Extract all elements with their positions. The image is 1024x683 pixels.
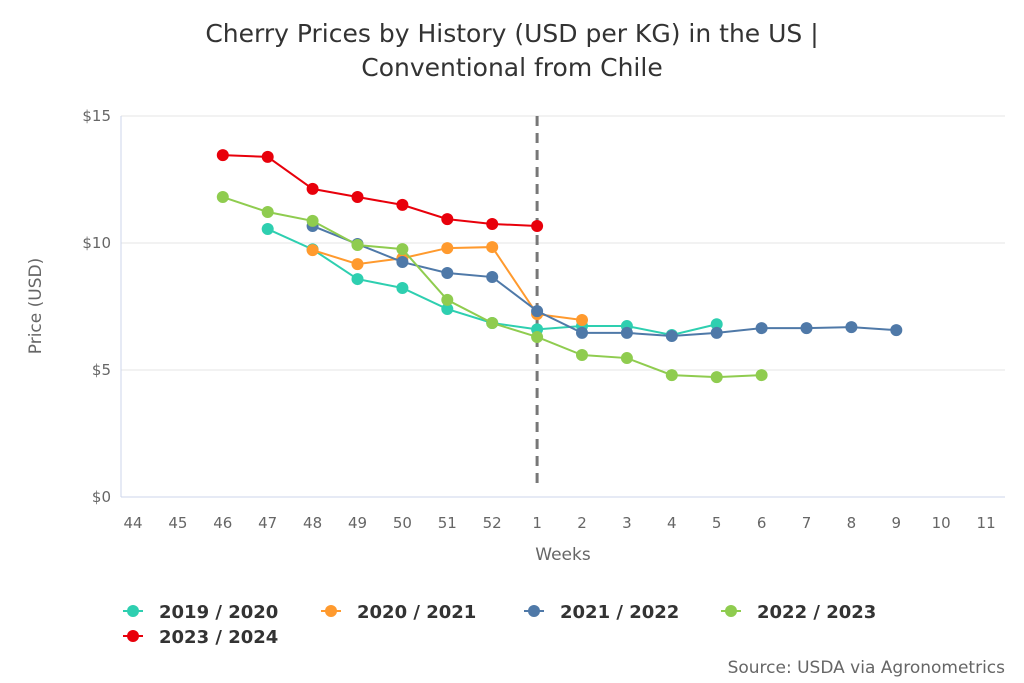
data-point (800, 322, 813, 335)
x-tick-label: 50 (393, 514, 412, 532)
legend-marker (325, 605, 337, 617)
series-20222023 (216, 191, 768, 384)
x-tick-label: 45 (168, 514, 187, 532)
x-tick-label: 3 (622, 514, 632, 532)
source-note: Source: USDA via Agronometrics (728, 658, 1006, 678)
data-point (441, 293, 454, 306)
legend-marker (127, 630, 139, 642)
x-tick-label: 10 (932, 514, 951, 532)
data-point (531, 330, 544, 343)
y-tick-label: $0 (92, 488, 111, 506)
x-tick-label: 8 (847, 514, 857, 532)
data-point (620, 326, 633, 339)
data-point (486, 241, 499, 254)
x-tick-label: 4 (667, 514, 677, 532)
legend-label: 2019 / 2020 (159, 602, 278, 623)
data-point (396, 281, 409, 294)
data-point (576, 326, 588, 339)
x-tick-label: 47 (258, 514, 277, 532)
legend-item: 2022 / 2023 (721, 602, 876, 623)
data-point (351, 258, 364, 271)
series-line (312, 225, 897, 337)
x-tick-label: 2 (577, 514, 587, 532)
data-point (531, 305, 544, 318)
data-point (306, 214, 319, 227)
legend-label: 2021 / 2022 (560, 602, 679, 623)
data-point (216, 191, 229, 204)
data-point (486, 271, 499, 284)
data-point (216, 149, 229, 162)
x-tick-label: 9 (892, 514, 902, 532)
y-tick-label: $15 (82, 107, 111, 125)
x-tick-label: 6 (757, 514, 767, 532)
data-point (306, 244, 319, 257)
data-point (261, 206, 274, 219)
x-tick-label: 5 (712, 514, 722, 532)
data-point (351, 273, 364, 286)
legend-label: 2023 / 2024 (159, 627, 278, 648)
data-point (396, 256, 409, 269)
data-point (486, 217, 499, 230)
data-point (665, 369, 678, 382)
data-point (396, 198, 409, 211)
data-point (261, 150, 274, 163)
data-point (261, 223, 274, 236)
data-point (441, 242, 454, 255)
legend-marker (528, 605, 540, 617)
data-point (306, 182, 319, 195)
data-point (710, 326, 723, 339)
data-point (441, 213, 454, 226)
legend-label: 2022 / 2023 (757, 602, 876, 623)
data-point (845, 321, 858, 334)
data-point (665, 329, 678, 342)
x-tick-label: 44 (123, 514, 142, 532)
series-line (222, 154, 538, 227)
x-tick-label: 46 (213, 514, 232, 532)
chart-title-line-2: Conventional from Chile (361, 53, 662, 82)
legend-marker (127, 605, 139, 617)
data-point (441, 266, 454, 279)
data-point (486, 317, 499, 330)
data-point (351, 239, 364, 252)
data-point (755, 369, 768, 382)
legend-item: 2023 / 2024 (123, 627, 278, 648)
data-point (890, 324, 903, 337)
legend-marker (725, 605, 737, 617)
series-20232024 (216, 149, 544, 232)
data-point (710, 318, 723, 331)
x-tick-label: 11 (977, 514, 996, 532)
data-point (531, 219, 544, 232)
x-axis-label: Weeks (535, 545, 591, 565)
data-point (396, 243, 409, 256)
data-point (755, 322, 768, 335)
x-tick-label: 49 (348, 514, 367, 532)
data-point (710, 371, 723, 384)
x-tick-label: 51 (438, 514, 457, 532)
legend-item: 2021 / 2022 (524, 602, 679, 623)
legend-item: 2020 / 2021 (321, 602, 476, 623)
x-tick-label: 52 (483, 514, 502, 532)
x-tick-label: 48 (303, 514, 322, 532)
data-point (576, 313, 588, 326)
data-point (576, 349, 588, 362)
y-axis-label: Price (USD) (26, 258, 46, 354)
series-20212022 (306, 219, 903, 342)
legend-item: 2019 / 2020 (123, 602, 278, 623)
x-tick-label: 1 (532, 514, 542, 532)
x-tick-label: 7 (802, 514, 812, 532)
data-point (441, 303, 454, 316)
legend-label: 2020 / 2021 (357, 602, 476, 623)
data-point (351, 191, 364, 204)
chart-title-line-1: Cherry Prices by History (USD per KG) in… (205, 19, 818, 48)
y-tick-label: $5 (92, 361, 111, 379)
y-tick-label: $10 (82, 234, 111, 252)
data-point (620, 352, 633, 365)
